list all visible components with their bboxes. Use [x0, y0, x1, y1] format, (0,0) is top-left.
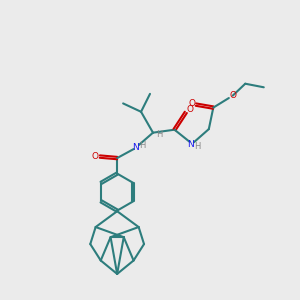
Text: N: N [188, 140, 194, 149]
Text: O: O [230, 92, 236, 100]
Text: N: N [132, 143, 138, 152]
Text: O: O [92, 152, 99, 161]
Text: H: H [139, 141, 146, 150]
Text: H: H [195, 142, 201, 151]
Text: O: O [187, 106, 194, 115]
Text: O: O [188, 99, 195, 108]
Text: H: H [156, 130, 163, 139]
